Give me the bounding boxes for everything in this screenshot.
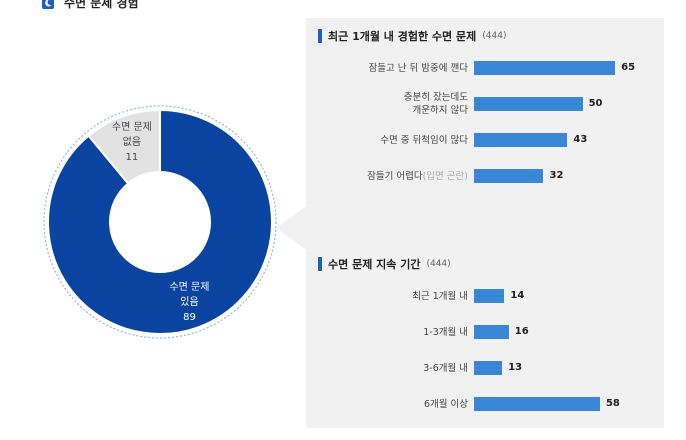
donut-label-1: 있음 — [180, 296, 198, 308]
moon-icon — [42, 0, 54, 9]
category-label: 최근 1개월 내 — [412, 291, 468, 302]
donut-label-2: 11 — [126, 152, 139, 163]
bar-value-label: 16 — [514, 326, 529, 337]
bar — [474, 325, 509, 339]
title-marker — [318, 257, 322, 271]
category-label: 1-3개월 내 — [423, 327, 468, 338]
bar-value-label: 14 — [510, 290, 525, 301]
donut-label-1: 수면 문제 — [169, 281, 209, 293]
donut-label-2: 수면 문제 — [112, 121, 152, 133]
page-title: 수면 문제 경험 — [64, 0, 139, 10]
bar-value-label: 32 — [549, 170, 564, 181]
category-label: 6개월 이상 — [423, 399, 468, 410]
bar — [474, 169, 544, 183]
category-label: 수면 중 뒤척임이 많다 — [380, 135, 468, 146]
bar-value-label: 13 — [508, 362, 523, 373]
sample-size-label: (444) — [426, 259, 451, 269]
bar-value-label: 43 — [573, 134, 588, 145]
donut-label-2: 없음 — [123, 135, 141, 148]
bar — [474, 289, 505, 303]
bar — [474, 61, 616, 75]
bar-value-label: 58 — [605, 398, 620, 409]
donut-slice-2 — [87, 108, 161, 185]
donut-outline — [43, 105, 277, 339]
chart-title-duration: 수면 문제 지속 기간 (444) — [318, 256, 451, 272]
bar — [474, 361, 503, 375]
donut-label-1: 89 — [183, 312, 196, 323]
category-label: 충분히 잤는데도 개운하지 않다 — [403, 92, 468, 116]
chart-panel — [306, 18, 664, 428]
donut-slice-1 — [47, 108, 273, 335]
bar-value-label: 50 — [588, 98, 603, 109]
sample-size-label: (444) — [482, 31, 507, 41]
bar — [474, 397, 600, 411]
category-label: 잠들고 난 뒤 밤중에 깬다 — [368, 63, 468, 74]
chart-title-problems: 최근 1개월 내 경험한 수면 문제 (444) — [318, 28, 506, 44]
category-label: 3-6개월 내 — [423, 363, 468, 374]
category-label: 잠들기 어렵다(입면 곤란) — [367, 171, 468, 182]
page-header: 수면 문제 경험 — [42, 0, 139, 11]
bar — [474, 133, 568, 147]
bar — [474, 97, 583, 111]
bar-value-label: 65 — [621, 62, 636, 73]
chart-title-text: 최근 1개월 내 경험한 수면 문제 — [328, 30, 477, 43]
title-marker — [318, 29, 322, 43]
chart-title-text: 수면 문제 지속 기간 — [328, 258, 421, 271]
